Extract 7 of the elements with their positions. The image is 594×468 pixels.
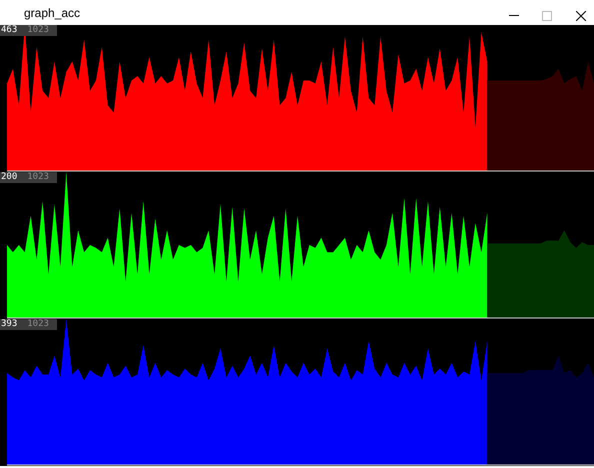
annotation: 1023 [27,172,49,183]
annotation: 1023 [27,25,49,36]
annotation: 393 [1,319,18,330]
annotation: 200 [1,172,18,183]
annotation: 463 [1,25,18,36]
annotation: 1023 [27,319,49,330]
chart-title: graph_acc [24,6,80,20]
